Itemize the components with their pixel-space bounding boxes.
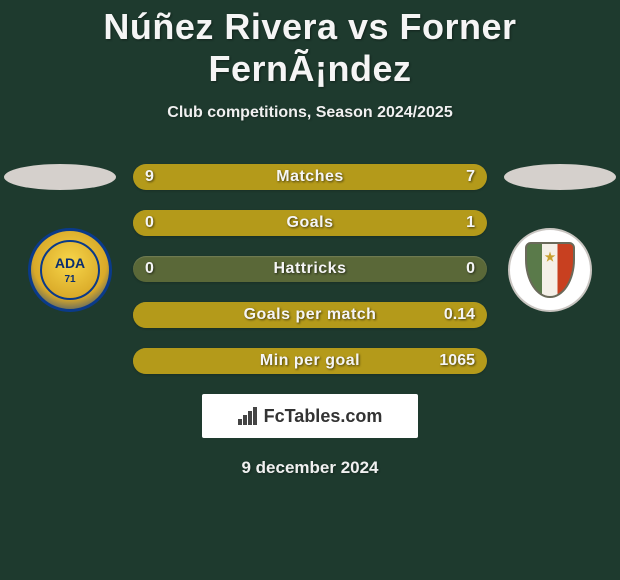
stat-bar: Min per goal1065 [133, 348, 487, 374]
stat-bar: Goals0 1 [133, 210, 487, 236]
stat-bar-value-right: 0.14 [444, 302, 475, 328]
team-logo-right [508, 228, 592, 312]
brand-chart-icon [238, 407, 258, 425]
brand-box: FcTables.com [202, 394, 418, 438]
stat-bar-value-right: 0 [466, 256, 475, 282]
player-left-platform [4, 164, 116, 190]
stat-bar-value-left: 0 [145, 256, 154, 282]
stat-bar-label: Hattricks [133, 256, 487, 282]
comparison-panel: ADA 71 Matches97Goals01Hattricks00Goals … [0, 164, 620, 478]
team-logo-right-shield [525, 242, 575, 298]
stat-bar-label: Goals [133, 210, 487, 236]
stat-bar-label: Goals per match [133, 302, 487, 328]
team-logo-left-sub: 71 [64, 274, 75, 285]
stat-bars: Matches97Goals01Hattricks00Goals per mat… [133, 164, 487, 374]
stat-bar-label: Matches [133, 164, 487, 190]
team-logo-left-text: ADA [55, 255, 85, 271]
stat-bar-value-left: 9 [145, 164, 154, 190]
brand-text: FcTables.com [264, 406, 383, 427]
stat-bar: Goals per match0.14 [133, 302, 487, 328]
page-title: Núñez Rivera vs Forner FernÃ¡ndez [0, 0, 620, 90]
stat-bar-value-right: 1065 [439, 348, 475, 374]
page-subtitle: Club competitions, Season 2024/2025 [0, 104, 620, 122]
stat-bar: Matches9 7 [133, 164, 487, 190]
team-logo-left-label: ADA 71 [55, 256, 85, 285]
stat-bar-value-right: 1 [466, 210, 475, 236]
player-right-platform [504, 164, 616, 190]
stat-bar: Hattricks0 0 [133, 256, 487, 282]
stat-bar-value-left: 0 [145, 210, 154, 236]
stat-bar-value-right: 7 [466, 164, 475, 190]
stat-bar-label: Min per goal [133, 348, 487, 374]
date-text: 9 december 2024 [0, 458, 620, 478]
team-logo-left: ADA 71 [28, 228, 112, 312]
